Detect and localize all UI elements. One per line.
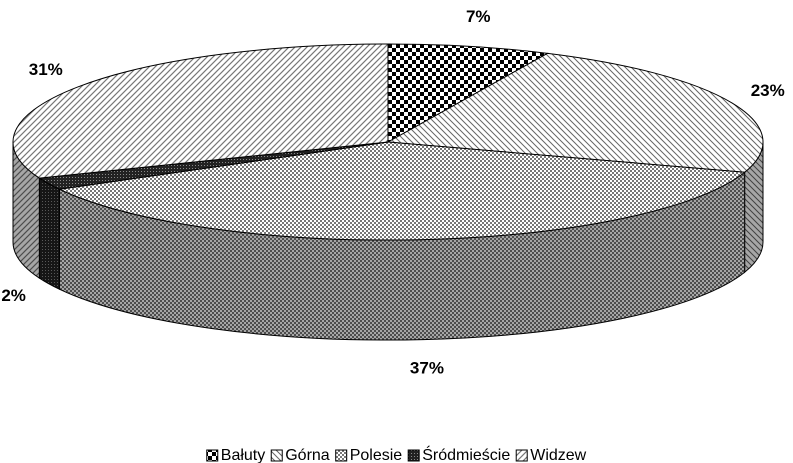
pie-slice [12, 43, 389, 179]
legend-swatch [407, 449, 420, 462]
legend-label: Górna [285, 447, 330, 463]
data-label: 31% [29, 60, 63, 79]
legend-swatch [270, 449, 283, 462]
data-label: 2% [1, 286, 26, 305]
legend-label: Widzew [530, 447, 586, 463]
data-label: 37% [410, 359, 444, 378]
legend-label: Polesie [350, 447, 403, 463]
pie-side-shade [59, 172, 745, 340]
legend-swatch [515, 449, 528, 462]
pie-side-shade [12, 142, 40, 279]
legend-label: Śródmieście [422, 445, 510, 463]
legend-swatch [335, 449, 348, 462]
pie-slice [387, 43, 550, 143]
legend-label: Bałuty [221, 447, 265, 463]
data-label: 23% [751, 81, 785, 100]
pie-side-shade [744, 142, 763, 273]
pie-side-shade [39, 178, 60, 290]
legend-swatch [206, 449, 219, 462]
pie-slice [386, 52, 764, 173]
data-label: 7% [466, 7, 491, 26]
pie-slice [57, 141, 746, 241]
